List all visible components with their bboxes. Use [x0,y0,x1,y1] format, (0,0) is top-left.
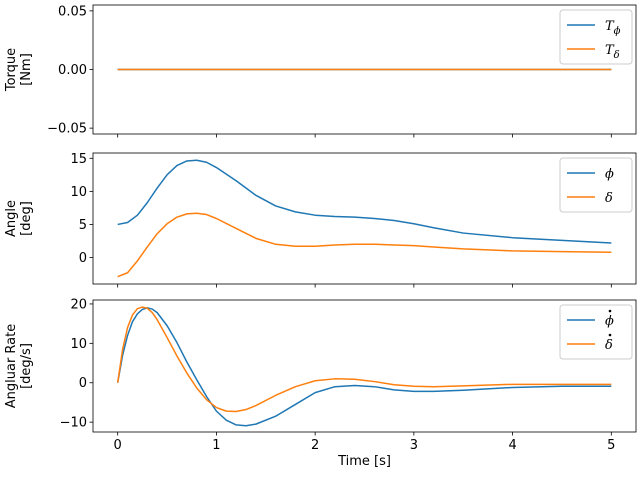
y-axis-label-line: Torque [4,48,19,92]
x-tick-label: 5 [607,438,615,453]
y-axis-label-line: Angluar Rate [4,324,19,409]
x-tick-label: 0 [114,438,122,453]
legend: ϕδ [559,304,633,360]
legend-label-subscript: δ [614,50,620,61]
legend-frame [559,157,633,213]
y-tick-label: 20 [70,297,87,312]
legend-label: δ [605,191,613,206]
legend-label: δ [605,338,613,353]
x-tick-label: 3 [410,438,418,453]
series-line-1 [116,307,612,427]
y-axis-label-line: [deg/s] [19,343,34,389]
subplot-2: 0 5 10 15 Angle[deg] ϕδ [4,152,637,288]
axes-frame [92,299,637,433]
y-tick-label: −10 [60,416,87,431]
series-line-1 [117,159,612,244]
y-tick-label: 10 [70,185,87,200]
legend-dot-accent [608,309,612,313]
x-tick-label: 1 [212,438,220,453]
y-tick-label: 15 [70,152,87,167]
legend-label-subscript: ϕ [614,26,621,37]
legend-frame [559,9,633,65]
legend: ϕδ [559,157,633,213]
y-axis-label: Angle[deg] [4,200,34,237]
y-tick-label: 10 [70,337,87,352]
y-tick-label: 5 [79,218,87,233]
y-axis-label: Torque[Nm] [4,48,34,92]
legend-label-main: T [605,19,615,34]
y-tick-label: 0 [79,251,87,266]
legend-label: ϕ [605,167,614,182]
y-tick-label: 0 [79,376,87,391]
y-axis-label: Angluar Rate[deg/s] [4,324,34,409]
legend-frame [559,304,633,360]
legend-label: Tδ [605,43,620,61]
legend-dot-accent [608,333,612,337]
legend-label-main: T [605,43,615,58]
y-axis-label-line: [deg] [19,201,34,236]
x-tick-label: 4 [508,438,516,453]
series-line-2 [117,212,612,278]
subplot-3: −10 0 10 20 0 1 2 3 4 5 Angluar Rate[deg/s] Time [s… [4,297,637,469]
legend-label-main: ϕ [605,167,614,182]
legend-label: Tϕ [605,19,621,37]
legend-label-main: δ [605,191,613,206]
legend-label-main: δ [605,338,613,353]
y-axis-label-line: [Nm] [19,53,34,86]
x-axis-label: Time [s] [337,454,391,469]
legend-label-main: ϕ [605,314,614,329]
x-tick-label: 2 [311,438,319,453]
y-tick-label: 0.00 [58,63,87,78]
y-axis-label-line: Angle [4,200,19,237]
y-tick-label: −0.05 [47,122,87,137]
y-tick-label: 0.05 [58,4,87,19]
series-line-2 [116,306,612,413]
axes-frame [92,152,637,285]
legend-label: ϕ [605,314,614,329]
